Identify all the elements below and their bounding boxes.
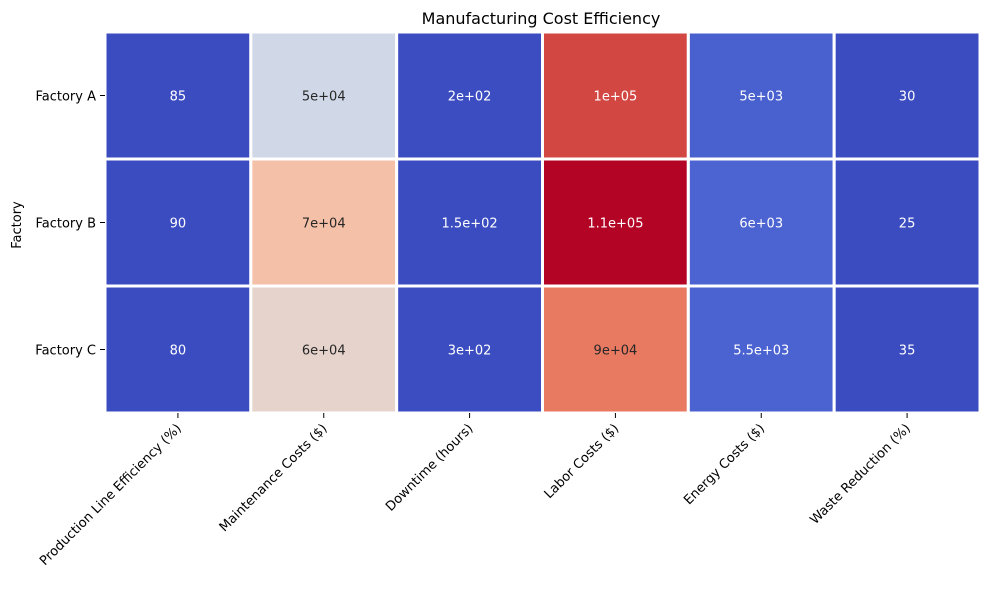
cell-annotation: 1.5e+02 bbox=[442, 217, 498, 232]
cell-annotation: 35 bbox=[899, 344, 916, 359]
cell-annotation: 85 bbox=[170, 90, 187, 105]
y-tick-labels: Factory A Factory B Factory C bbox=[35, 90, 96, 359]
heatmap-cell bbox=[249, 30, 399, 161]
cell-annotation: 80 bbox=[170, 344, 187, 359]
y-tick-label: Factory B bbox=[35, 217, 96, 232]
cell-annotation: 6e+04 bbox=[302, 344, 346, 359]
cell-annotation: 25 bbox=[899, 217, 916, 232]
x-tick-label: Downtime (hours) bbox=[383, 421, 476, 514]
x-tick-label: Maintenance Costs ($) bbox=[217, 421, 331, 535]
cell-annotation: 5e+03 bbox=[739, 90, 783, 105]
x-tick-label: Waste Reduction (%) bbox=[807, 421, 913, 527]
cell-annotation: 30 bbox=[899, 90, 916, 105]
heatmap-cell bbox=[541, 157, 690, 288]
heatmap-cell bbox=[541, 284, 690, 415]
y-tick-label: Factory C bbox=[35, 344, 96, 359]
cell-annotation: 1e+05 bbox=[594, 90, 638, 105]
heatmap-cells: 85 5e+04 2e+02 1e+05 5e+03 30 90 7e+04 1.5e+02 1.… bbox=[103, 30, 982, 415]
cell-annotation: 90 bbox=[170, 217, 187, 232]
heatmap-cell bbox=[103, 30, 253, 161]
axis-ticks bbox=[100, 95, 908, 418]
x-tick-label: Energy Costs ($) bbox=[681, 421, 768, 508]
y-axis-label: Factory bbox=[10, 201, 25, 249]
cell-annotation: 7e+04 bbox=[302, 217, 346, 232]
heatmap-cell bbox=[832, 30, 982, 161]
heatmap-cell bbox=[249, 157, 399, 288]
heatmap-cell bbox=[832, 157, 982, 288]
heatmap-cell bbox=[832, 284, 982, 415]
x-tick-label: Production Line Efficiency (%) bbox=[37, 421, 185, 569]
cell-annotation: 6e+03 bbox=[739, 217, 783, 232]
cell-annotation: 9e+04 bbox=[594, 344, 638, 359]
x-tick-label: Labor Costs ($) bbox=[542, 421, 623, 502]
y-tick-label: Factory A bbox=[35, 90, 96, 105]
cell-annotation: 5e+04 bbox=[302, 90, 346, 105]
cell-annotation: 2e+02 bbox=[448, 90, 492, 105]
cell-annotation: 1.1e+05 bbox=[587, 217, 643, 232]
x-tick-labels: Production Line Efficiency (%) Maintenanc… bbox=[37, 421, 914, 569]
heatmap-cell bbox=[249, 284, 399, 415]
cell-annotation: 3e+02 bbox=[448, 344, 492, 359]
heatmap-cell bbox=[686, 284, 836, 415]
chart-title: Manufacturing Cost Efficiency bbox=[422, 9, 661, 28]
cell-annotation: 5.5e+03 bbox=[733, 344, 789, 359]
